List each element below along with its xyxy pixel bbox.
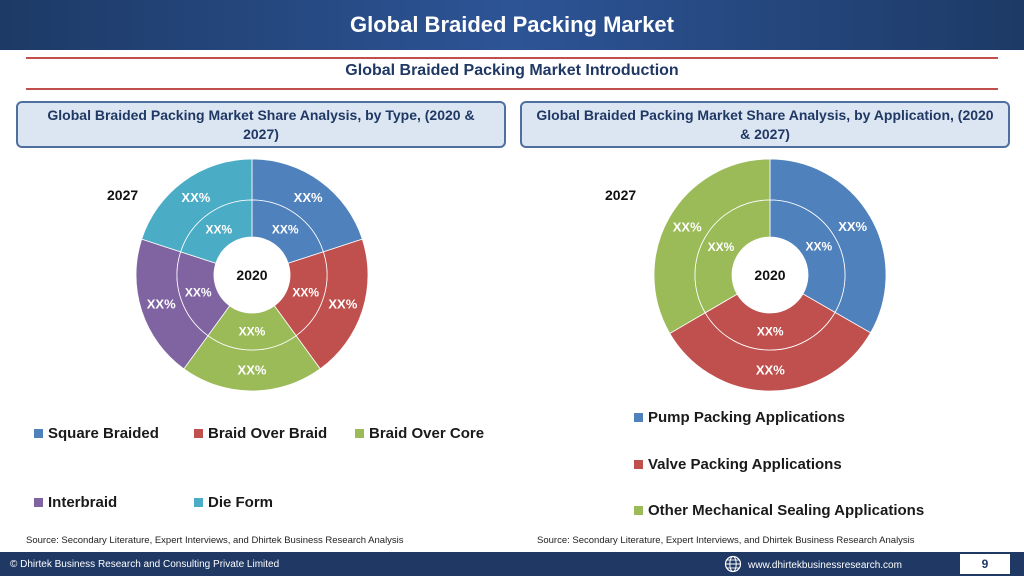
inner-year-label: 2020 <box>236 267 267 283</box>
legend-swatch <box>634 460 643 469</box>
globe-icon <box>724 555 742 576</box>
outer-slice-label-4: XX% <box>181 190 210 205</box>
legend-item-die-form: Die Form <box>194 494 273 511</box>
legend-item-valve-packing: Valve Packing Applications <box>634 456 842 473</box>
legend-item-square-braided: Square Braided <box>34 425 159 442</box>
footer-bar: © Dhirtek Business Research and Consulti… <box>0 552 1024 576</box>
source-note-right: Source: Secondary Literature, Expert Int… <box>537 535 915 546</box>
inner-slice-label-1: XX% <box>292 285 319 299</box>
copyright-text: © Dhirtek Business Research and Consulti… <box>10 559 280 570</box>
section-subtitle: Global Braided Packing Market Introducti… <box>345 62 679 79</box>
legend-label: Other Mechanical Sealing Applications <box>648 502 925 519</box>
inner-slice-label-2: XX% <box>708 240 735 254</box>
legend-label: Die Form <box>208 494 274 511</box>
legend-item-braid-over-core: Braid Over Core <box>355 425 484 442</box>
header-bar: Global Braided Packing Market <box>0 0 1024 50</box>
legend-label: Braid Over Braid <box>208 425 328 442</box>
legend-label: Valve Packing Applications <box>648 456 842 473</box>
inner-slice-label-2: XX% <box>239 325 266 339</box>
type-outer-year-label: 2027 <box>107 187 139 203</box>
legend-item-pump-packing: Pump Packing Applications <box>634 409 845 426</box>
outer-slice-label-0: XX% <box>838 219 867 234</box>
legend-swatch <box>194 429 203 438</box>
inner-year-label: 2020 <box>754 267 785 283</box>
application-chart-title: Global Braided Packing Market Share Anal… <box>520 101 1010 148</box>
outer-slice-label-3: XX% <box>147 297 176 312</box>
type-chart-title: Global Braided Packing Market Share Anal… <box>16 101 506 148</box>
source-note-left: Source: Secondary Literature, Expert Int… <box>26 535 404 546</box>
inner-slice-label-3: XX% <box>185 285 212 299</box>
outer-slice-label-0: XX% <box>294 190 323 205</box>
website-link[interactable]: www.dhirtekbusinessresearch.com <box>724 555 902 576</box>
application-outer-year-label: 2027 <box>605 187 637 203</box>
legend-label: Square Braided <box>48 425 159 442</box>
legend-label: Braid Over Core <box>369 425 485 442</box>
inner-slice-label-0: XX% <box>272 222 299 236</box>
page-title: Global Braided Packing Market <box>350 12 674 37</box>
legend-swatch <box>34 498 43 507</box>
donut-hole <box>732 237 808 313</box>
legend-label: Pump Packing Applications <box>648 409 845 426</box>
legend-swatch <box>634 413 643 422</box>
divider-bottom <box>26 88 998 90</box>
outer-slice-label-1: XX% <box>328 297 357 312</box>
inner-slice-label-1: XX% <box>757 324 784 338</box>
donut-hole <box>214 237 290 313</box>
inner-slice-label-4: XX% <box>205 222 232 236</box>
legend-item-interbraid: Interbraid <box>34 494 117 511</box>
type-donut-chart: XX% XX% XX% XX% XX% XX% XX% XX% XX% XX% 2020 <box>135 158 369 392</box>
legend-swatch <box>194 498 203 507</box>
outer-slice-label-1: XX% <box>756 362 785 377</box>
divider-top <box>26 57 998 59</box>
legend-item-other-mechanical-sealing: Other Mechanical Sealing Applications <box>634 502 924 519</box>
legend-item-braid-over-braid: Braid Over Braid <box>194 425 327 442</box>
legend-label: Interbraid <box>48 494 118 511</box>
inner-slice-label-0: XX% <box>806 240 833 254</box>
legend-swatch <box>355 429 364 438</box>
legend-swatch <box>34 429 43 438</box>
page-number: 9 <box>960 554 1010 574</box>
outer-slice-label-2: XX% <box>673 219 702 234</box>
outer-slice-label-2: XX% <box>238 363 267 378</box>
website-url: www.dhirtekbusinessresearch.com <box>748 560 902 571</box>
legend-swatch <box>634 506 643 515</box>
application-donut-chart: XX% XX% XX% XX% XX% XX% 2020 <box>653 158 887 392</box>
